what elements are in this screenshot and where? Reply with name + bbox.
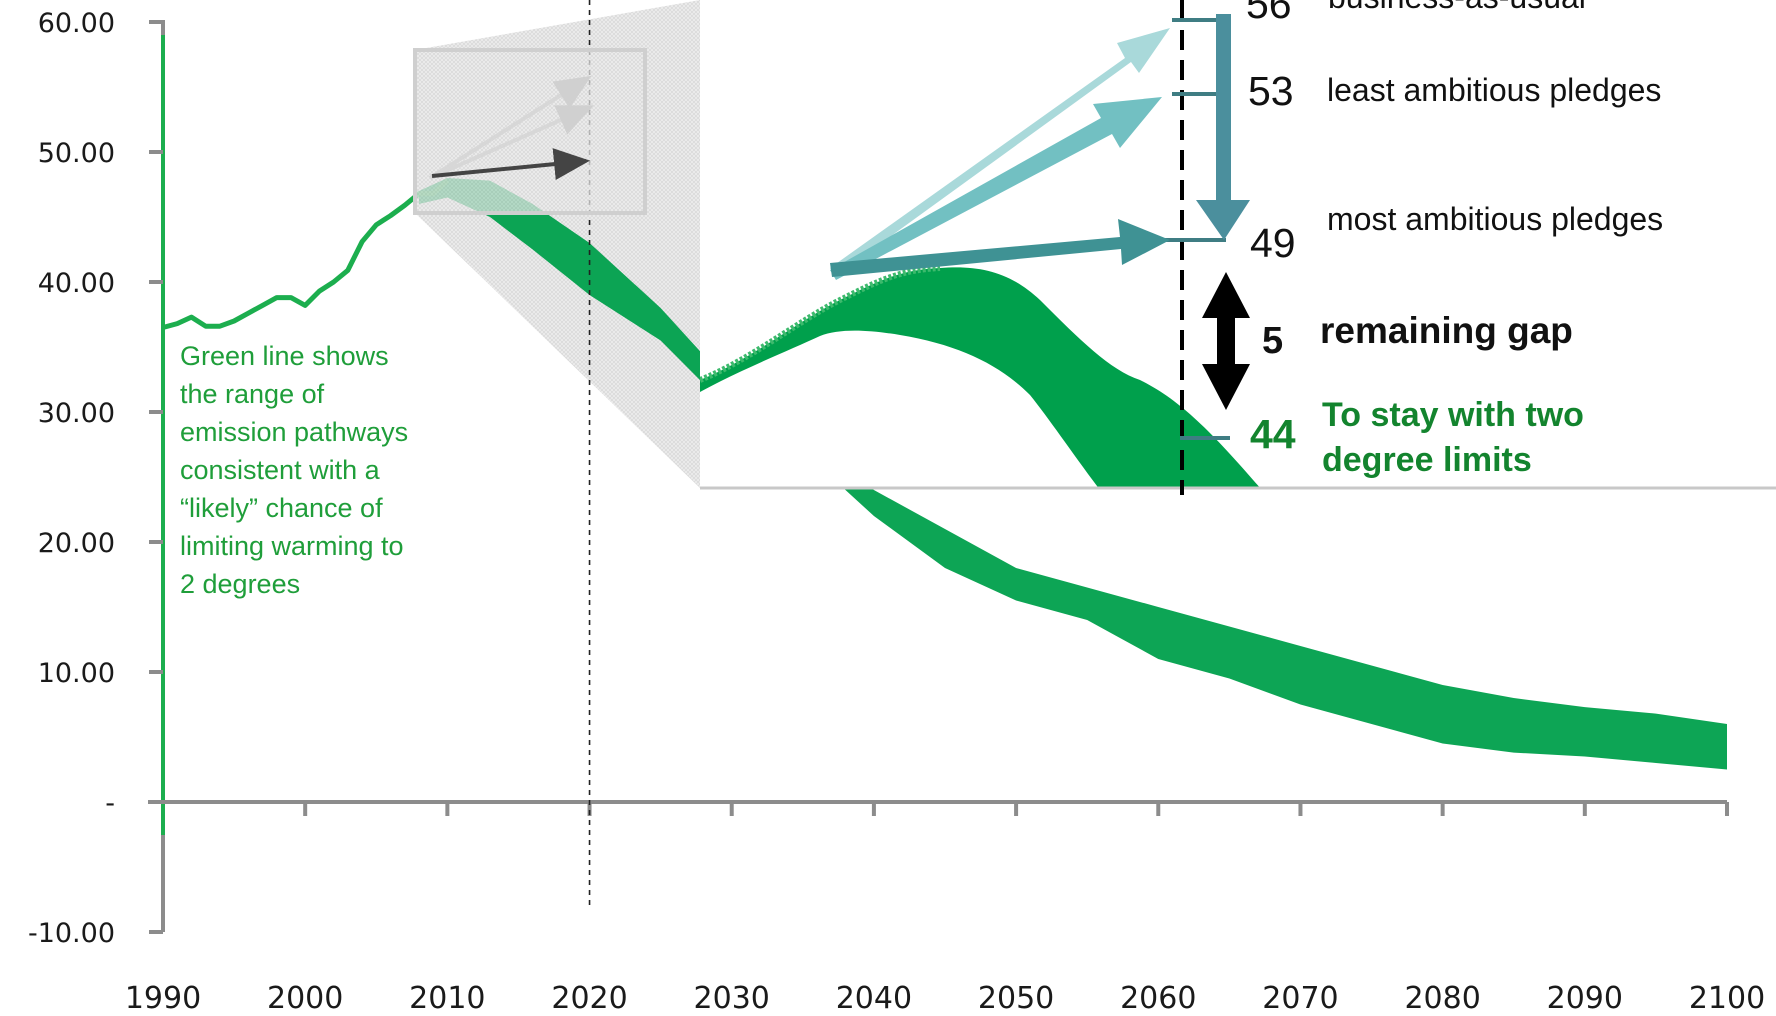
arrow-most-ambitious [830,219,1170,277]
y-tick-label: -10.00 [28,918,115,949]
y-tick-label: 40.00 [38,268,115,299]
y-tick-label: 50.00 [38,138,115,169]
inset-panel: 56 business-as-usual 53 least ambitious … [700,0,1776,495]
annotation-line-5: “likely” chance of [180,493,383,523]
y-tick-label: 30.00 [38,398,115,429]
y-tick-labels: 60.00 50.00 40.00 30.00 20.00 10.00 - -10.00 [28,8,115,949]
y-tick-marks [149,20,163,934]
zoom-arrow-most [431,148,590,181]
gap-value: 5 [1262,320,1283,362]
target-label-line-2: degree limits [1322,441,1532,479]
pathway-annotation: Green line shows the range of emission p… [180,341,408,599]
x-tick-label: 2040 [836,981,912,1016]
y-tick-label: - [105,788,115,819]
target-value: 44 [1250,411,1296,457]
target-label-line-1: To stay with two [1322,396,1584,434]
x-tick-label: 2090 [1547,981,1623,1016]
x-tick-label: 2080 [1404,981,1480,1016]
annotation-line-6: limiting warming to [180,531,404,561]
marker-value-most: 49 [1250,220,1296,266]
y-tick-label: 20.00 [38,528,115,559]
x-tick-label: 2100 [1689,981,1765,1016]
pathway-band [418,178,1728,770]
marker-label-least: least ambitious pledges [1327,72,1661,108]
arrow-least-ambitious [830,97,1162,280]
annotation-line-1: Green line shows [180,341,389,371]
zoom-arrow-least [429,105,594,180]
x-tick-label: 2020 [551,981,627,1016]
x-tick-label: 2070 [1262,981,1338,1016]
x-tick-label: 2000 [267,981,343,1016]
y-tick-label: 60.00 [38,8,115,39]
gap-label: remaining gap [1320,310,1573,351]
inset-pathway-band [700,267,1261,488]
y-tick-label: 10.00 [38,658,115,689]
zoom-arrow-bau [428,75,592,180]
x-tick-label: 2060 [1120,981,1196,1016]
marker-label-bau: business-as-usual [1328,0,1586,15]
x-tick-marks [303,802,1729,816]
marker-value-bau: 56 [1246,0,1292,27]
x-tick-label: 2010 [409,981,485,1016]
x-tick-label: 1990 [125,981,201,1016]
historical-emissions-line [162,178,450,330]
annotation-line-4: consistent with a [180,455,381,485]
marker-value-least: 53 [1248,68,1294,114]
remaining-gap-arrow [1202,272,1250,410]
annotation-line-3: emission pathways [180,417,408,447]
x-tick-label: 2050 [978,981,1054,1016]
marker-label-most: most ambitious pledges [1327,201,1663,237]
x-tick-labels: 1990 2000 2010 2020 2030 2040 2050 2060 2070 2080… [125,981,1765,1016]
arrow-business-as-usual [830,28,1170,276]
x-tick-label: 2030 [694,981,770,1016]
inset-pathway-band-edge [700,265,941,383]
annotation-line-7: 2 degrees [180,569,300,599]
annotation-line-2: the range of [180,379,325,409]
arrow-reduction [1196,14,1250,240]
